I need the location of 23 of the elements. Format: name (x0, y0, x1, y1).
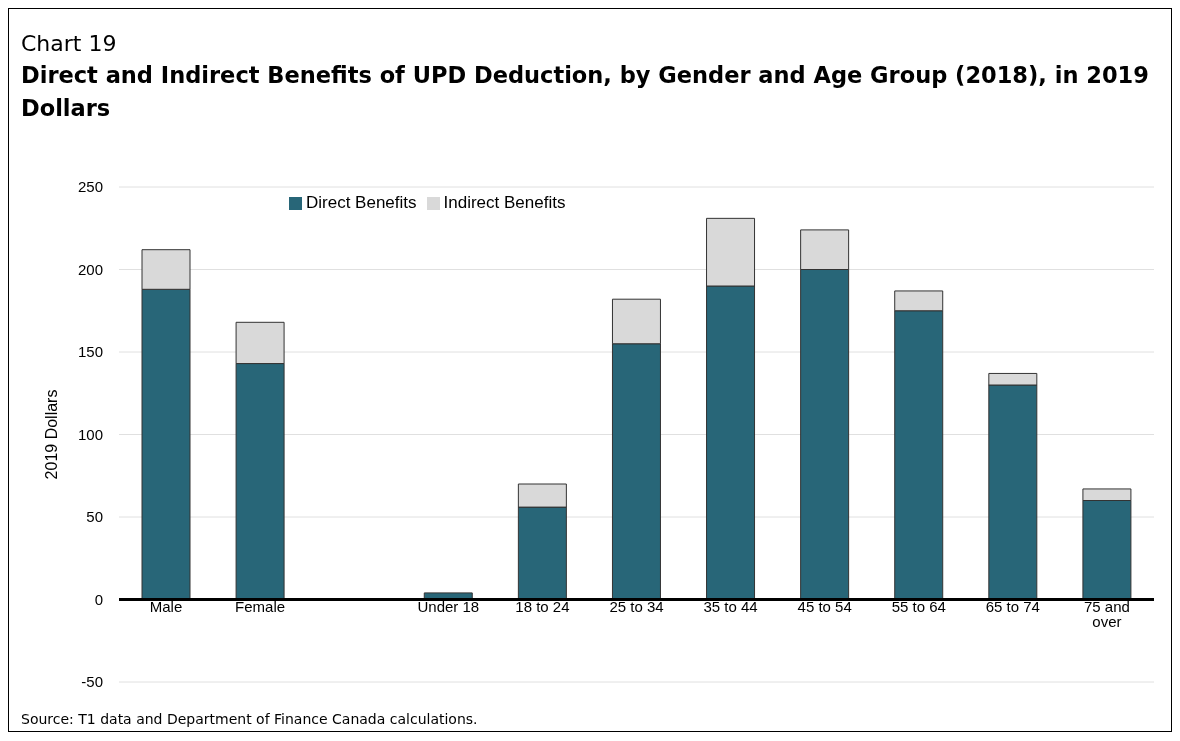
chart-title: Direct and Indirect Benefits of UPD Deduction, by Gender and Age Group (2018), in 2019 Dollars (21, 61, 1150, 123)
x-tick-label: 25 to 34 (609, 597, 664, 615)
y-tick-label: -50 (81, 673, 103, 691)
x-tick-label: 75 and over (1084, 597, 1130, 630)
y-tick-label: 100 (77, 425, 103, 443)
y-tick-label: 0 (94, 590, 103, 608)
y-axis-title: 2019 Dollars (42, 389, 60, 480)
x-tick-label: 65 to 74 (985, 597, 1040, 615)
y-tick-label: 50 (86, 508, 103, 526)
x-tick-label: Under 18 (417, 597, 480, 615)
x-tick-label: 18 to 24 (515, 597, 570, 615)
chart-subtitle: Chart 19 (21, 31, 117, 56)
y-tick-label: 150 (77, 343, 103, 361)
legend-label: Direct Benefits (306, 193, 417, 212)
source-note: Source: T1 data and Department of Finance Canada calculations. (21, 711, 478, 727)
x-tick-label: 45 to 54 (797, 597, 852, 615)
x-tick-label: Female (235, 597, 286, 615)
x-tick-label: 35 to 44 (703, 597, 758, 615)
x-tick-label: 55 to 64 (891, 597, 946, 615)
y-tick-label: 250 (77, 178, 103, 196)
legend-label: Indirect Benefits (443, 193, 566, 212)
y-tick-label: 200 (77, 260, 103, 278)
x-tick-label: Male (149, 597, 183, 615)
